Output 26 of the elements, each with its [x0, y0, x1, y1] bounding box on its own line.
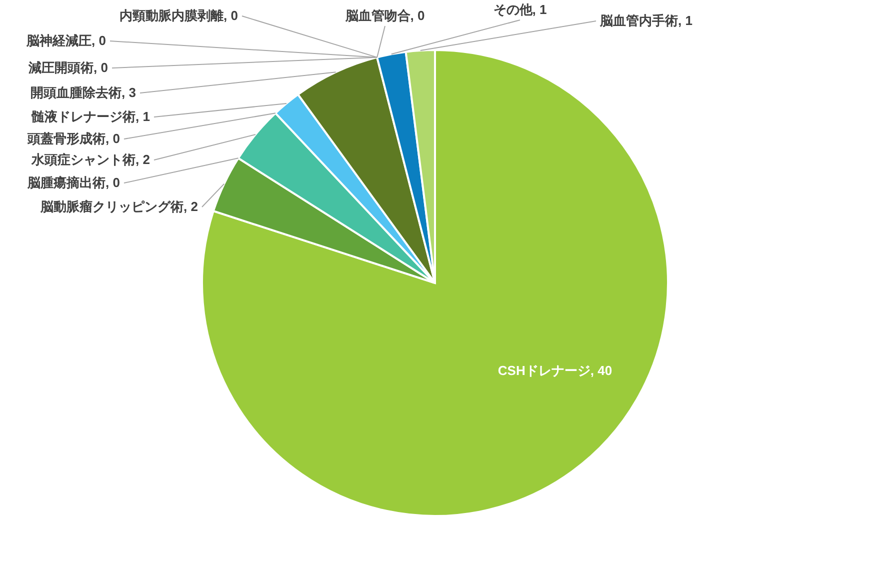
slice-label: 髄液ドレナージ術	[30, 109, 136, 124]
category-label: 脳腫瘍摘出術	[28, 175, 106, 190]
category-label: 頭蓋骨形成術	[28, 131, 106, 146]
slice-label: その他	[493, 2, 534, 17]
category-label: 脳神経減圧	[26, 33, 92, 48]
data-label: , 1	[678, 13, 692, 28]
text: , 0	[106, 131, 120, 146]
text: , 0	[224, 8, 238, 23]
text: , 0	[92, 33, 106, 48]
data-label: , 2	[136, 152, 150, 167]
slice-label: 脳動脈瘤クリッピング術	[40, 199, 184, 214]
slice-label: 開頭血腫除去術	[30, 85, 122, 100]
data-label: , 1	[532, 2, 547, 17]
data-label: , 1	[136, 109, 150, 124]
text: , 0	[94, 60, 108, 75]
slice-label: 脳血管内手術	[599, 13, 678, 28]
data-label: , 3	[122, 85, 136, 100]
data-label: , 40	[590, 363, 612, 378]
category-label: 内頸動脈内膜剥離	[120, 8, 224, 23]
data-label: , 2	[184, 199, 198, 214]
slice-label: CSHドレナージ	[498, 363, 590, 378]
category-label: 減圧開頭術	[28, 60, 94, 75]
text: , 0	[106, 175, 120, 190]
text: , 0	[410, 8, 425, 23]
slice-label: 水頭症シャント術	[30, 152, 136, 167]
category-label: 脳血管吻合	[345, 8, 410, 23]
